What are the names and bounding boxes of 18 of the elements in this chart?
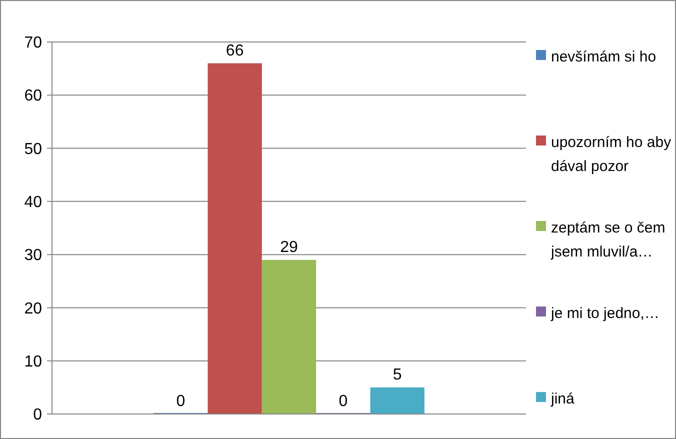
data-label: 0 xyxy=(338,393,348,410)
data-label: 0 xyxy=(176,393,186,410)
legend-label: je mi to jedno,… xyxy=(550,304,660,322)
legend-label: jiná xyxy=(550,390,576,408)
y-tick-label: 50 xyxy=(24,140,42,158)
data-label: 5 xyxy=(392,366,402,384)
y-tick-label: 40 xyxy=(24,194,42,212)
y-tick-label: 70 xyxy=(24,34,42,52)
legend-label: nevšímám si ho xyxy=(551,48,656,66)
y-tick-label: 30 xyxy=(24,247,42,264)
data-label: 66 xyxy=(226,42,244,60)
data-label: 29 xyxy=(280,238,298,256)
legend-label: zeptám se o čem jsem mluvil/a… xyxy=(550,219,666,260)
y-tick-label: 0 xyxy=(33,406,42,424)
legend-label: upozorním ho aby dával pozor xyxy=(551,134,672,175)
y-tick-label: 60 xyxy=(24,88,42,105)
y-tick-label: 10 xyxy=(24,353,42,370)
y-tick-label: 20 xyxy=(24,300,42,318)
